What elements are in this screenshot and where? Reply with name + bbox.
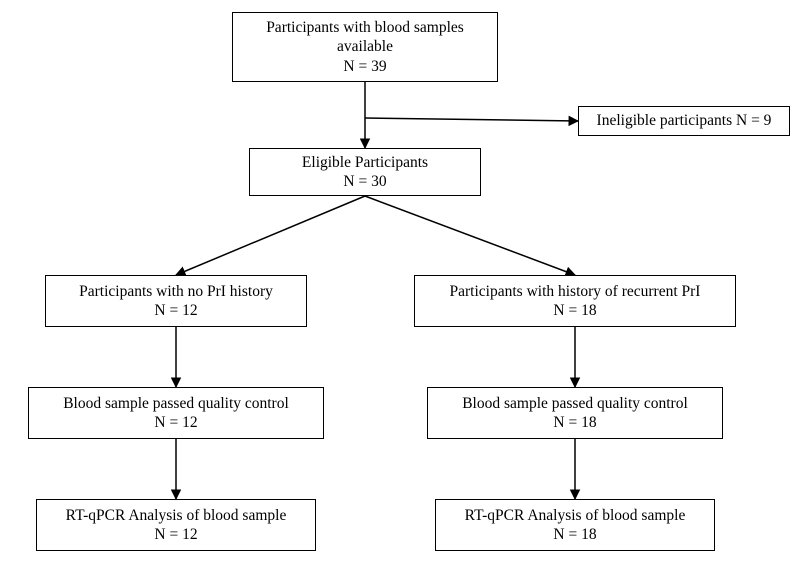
node-no-pri: Participants with no PrI history N = 12 [45,275,307,327]
node-text: RT-qPCR Analysis of blood sample [465,506,686,525]
node-text: Blood sample passed quality control [63,394,289,413]
flowchart-canvas: Participants with blood samples availabl… [0,0,800,572]
node-text: Participants with no PrI history [79,282,273,301]
node-text: N = 39 [343,57,386,76]
node-rt-b: RT-qPCR Analysis of blood sample N = 18 [435,499,715,551]
node-text: N = 30 [343,172,386,191]
node-text: Participants with history of recurrent P… [450,282,701,301]
node-text: Blood sample passed quality control [462,394,688,413]
node-text: N = 18 [553,525,596,544]
node-text: N = 18 [553,413,596,432]
node-qc-a: Blood sample passed quality control N = … [28,387,324,439]
node-recurrent-pri: Participants with history of recurrent P… [414,275,736,327]
node-text: Eligible Participants [302,153,428,172]
node-start: Participants with blood samples availabl… [232,12,498,82]
node-text: N = 12 [154,525,197,544]
node-text: RT-qPCR Analysis of blood sample [66,506,287,525]
node-text: N = 12 [154,301,197,320]
node-text: available [337,37,393,56]
node-rt-a: RT-qPCR Analysis of blood sample N = 12 [36,499,316,551]
node-eligible: Eligible Participants N = 30 [249,148,481,196]
node-text: N = 18 [553,301,596,320]
node-ineligible: Ineligible participants N = 9 [578,106,790,136]
node-text: Participants with blood samples [266,18,464,37]
node-text: Ineligible participants N = 9 [597,111,772,130]
node-qc-b: Blood sample passed quality control N = … [427,387,723,439]
node-text: N = 12 [154,413,197,432]
